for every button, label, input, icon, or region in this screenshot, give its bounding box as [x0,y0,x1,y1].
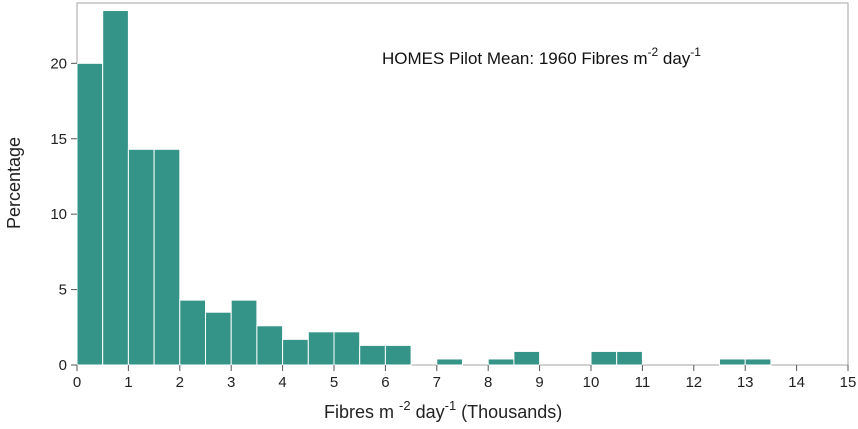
x-tick-label: 15 [840,374,857,391]
y-tick-label: 10 [50,206,67,223]
annotation-mid: day [658,49,691,68]
y-tick-label: 0 [59,357,67,374]
histogram-bar [384,344,412,366]
x-tick-label: 10 [583,374,600,391]
x-tick-label: 8 [484,374,492,391]
histogram-bar [205,311,232,366]
histogram-bar [719,358,746,366]
histogram-bar [282,338,309,366]
histogram-bar [307,331,335,366]
xlabel-main: Fibres m [324,402,399,422]
x-tick-label: 6 [381,374,389,391]
x-tick-label: 0 [73,374,81,391]
histogram-bar [513,350,541,366]
bars-group [76,10,772,366]
xlabel-sup1: -2 [399,398,411,413]
x-tick-label: 3 [227,374,235,391]
x-tick-label: 4 [278,374,286,391]
histogram-bar [744,358,772,366]
mean-annotation: HOMES Pilot Mean: 1960 Fibres m-2 day-1 [382,45,701,68]
x-tick-label: 7 [433,374,441,391]
x-tick-label: 9 [535,374,543,391]
y-axis-title: Percentage [4,137,24,229]
y-tick-label: 20 [50,55,67,72]
histogram-bar [256,325,284,366]
x-axis: 0 1 2 3 4 5 6 7 8 9 10 11 12 13 14 15 [73,365,857,391]
x-tick-label: 5 [330,374,338,391]
histogram-bar [616,350,643,366]
x-tick-label: 14 [788,374,805,391]
xlabel-mid: day [411,402,445,422]
histogram-bar [333,331,361,366]
x-tick-label: 12 [685,374,702,391]
x-axis-title: Fibres m -2 day-1 (Thousands) [324,398,562,422]
histogram-bar [359,344,386,366]
histogram-bar [102,10,129,366]
annotation-main: HOMES Pilot Mean: 1960 Fibres m [382,49,647,68]
histogram-bar [230,299,258,366]
histogram-bar [590,350,618,366]
xlabel-end: (Thousands) [456,402,562,422]
x-tick-label: 11 [635,374,651,391]
x-tick-label: 2 [176,374,184,391]
histogram-bar [487,358,515,366]
x-tick-label: 13 [737,374,754,391]
histogram-bar [76,62,104,366]
xlabel-sup2: -1 [445,398,457,413]
y-axis: 0 5 10 15 20 [50,55,77,374]
x-tick-label: 1 [124,374,132,391]
annotation-sup1: -2 [647,45,658,59]
y-tick-label: 15 [50,131,67,148]
annotation-sup2: -1 [690,45,701,59]
y-tick-label: 5 [59,282,67,299]
histogram-bar [179,299,207,366]
histogram-bar [127,148,155,366]
histogram-bar [436,358,463,366]
histogram-bar [153,148,181,366]
